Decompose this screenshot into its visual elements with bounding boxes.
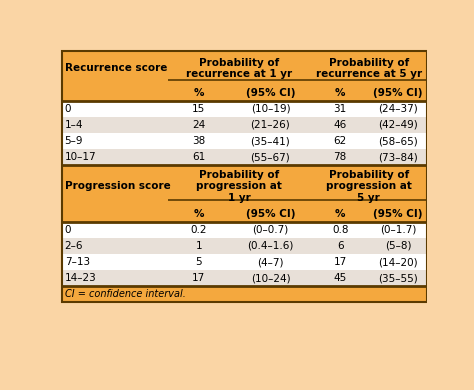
Text: (0–0.7): (0–0.7) bbox=[252, 225, 289, 235]
Bar bbox=[62, 133, 427, 149]
Text: %: % bbox=[335, 209, 346, 219]
Text: Probability of
recurrence at 1 yr: Probability of recurrence at 1 yr bbox=[186, 58, 292, 79]
Text: CI = confidence interval.: CI = confidence interval. bbox=[64, 289, 185, 299]
Text: (4–7): (4–7) bbox=[257, 257, 283, 267]
Bar bbox=[62, 51, 427, 302]
Text: 0: 0 bbox=[64, 225, 71, 235]
Text: 38: 38 bbox=[192, 136, 205, 146]
Text: (95% CI): (95% CI) bbox=[373, 209, 423, 219]
Text: (24–37): (24–37) bbox=[378, 104, 418, 114]
Text: 15: 15 bbox=[192, 104, 205, 114]
Text: (0–1.7): (0–1.7) bbox=[380, 225, 416, 235]
Bar bbox=[62, 51, 427, 86]
Bar bbox=[62, 207, 427, 222]
Text: 10–17: 10–17 bbox=[64, 152, 96, 162]
Text: %: % bbox=[193, 89, 204, 98]
Text: Progression score: Progression score bbox=[64, 181, 171, 191]
Text: %: % bbox=[335, 89, 346, 98]
Text: (58–65): (58–65) bbox=[378, 136, 418, 146]
Text: 62: 62 bbox=[334, 136, 347, 146]
Bar bbox=[62, 101, 427, 117]
Text: Recurrence score: Recurrence score bbox=[64, 63, 167, 73]
Text: 14–23: 14–23 bbox=[64, 273, 96, 283]
Text: 0.2: 0.2 bbox=[191, 225, 207, 235]
Bar bbox=[62, 86, 427, 101]
Text: 2–6: 2–6 bbox=[64, 241, 83, 251]
Text: (55–67): (55–67) bbox=[251, 152, 290, 162]
Bar bbox=[62, 270, 427, 286]
Text: (42–49): (42–49) bbox=[378, 120, 418, 130]
Bar bbox=[62, 222, 427, 238]
Text: (95% CI): (95% CI) bbox=[246, 89, 295, 98]
Text: 24: 24 bbox=[192, 120, 205, 130]
Text: (21–26): (21–26) bbox=[251, 120, 290, 130]
Text: 17: 17 bbox=[192, 273, 205, 283]
Text: (35–41): (35–41) bbox=[251, 136, 290, 146]
Text: %: % bbox=[193, 209, 204, 219]
Text: 0: 0 bbox=[64, 104, 71, 114]
Text: 5: 5 bbox=[195, 257, 202, 267]
Text: 6: 6 bbox=[337, 241, 344, 251]
Text: Probability of
recurrence at 5 yr: Probability of recurrence at 5 yr bbox=[316, 58, 422, 79]
Text: (95% CI): (95% CI) bbox=[246, 209, 295, 219]
Text: 7–13: 7–13 bbox=[64, 257, 90, 267]
Text: 61: 61 bbox=[192, 152, 205, 162]
Bar bbox=[62, 286, 427, 302]
Text: (0.4–1.6): (0.4–1.6) bbox=[247, 241, 293, 251]
Text: 31: 31 bbox=[334, 104, 347, 114]
Text: 45: 45 bbox=[334, 273, 347, 283]
Text: (95% CI): (95% CI) bbox=[373, 89, 423, 98]
Text: (5–8): (5–8) bbox=[385, 241, 411, 251]
Text: (10–24): (10–24) bbox=[251, 273, 290, 283]
Bar bbox=[62, 238, 427, 254]
Text: 1–4: 1–4 bbox=[64, 120, 83, 130]
Text: 46: 46 bbox=[334, 120, 347, 130]
Text: (73–84): (73–84) bbox=[378, 152, 418, 162]
Bar bbox=[62, 165, 427, 207]
Text: 17: 17 bbox=[334, 257, 347, 267]
Text: 0.8: 0.8 bbox=[332, 225, 348, 235]
Bar bbox=[62, 254, 427, 270]
Text: (14–20): (14–20) bbox=[378, 257, 418, 267]
Text: Probability of
progression at
1 yr: Probability of progression at 1 yr bbox=[197, 170, 283, 203]
Text: 1: 1 bbox=[195, 241, 202, 251]
Bar bbox=[62, 117, 427, 133]
Text: 78: 78 bbox=[334, 152, 347, 162]
Text: (10–19): (10–19) bbox=[251, 104, 290, 114]
Text: 5–9: 5–9 bbox=[64, 136, 83, 146]
Text: (35–55): (35–55) bbox=[378, 273, 418, 283]
Text: Probability of
progression at
5 yr: Probability of progression at 5 yr bbox=[326, 170, 412, 203]
Bar bbox=[62, 149, 427, 165]
